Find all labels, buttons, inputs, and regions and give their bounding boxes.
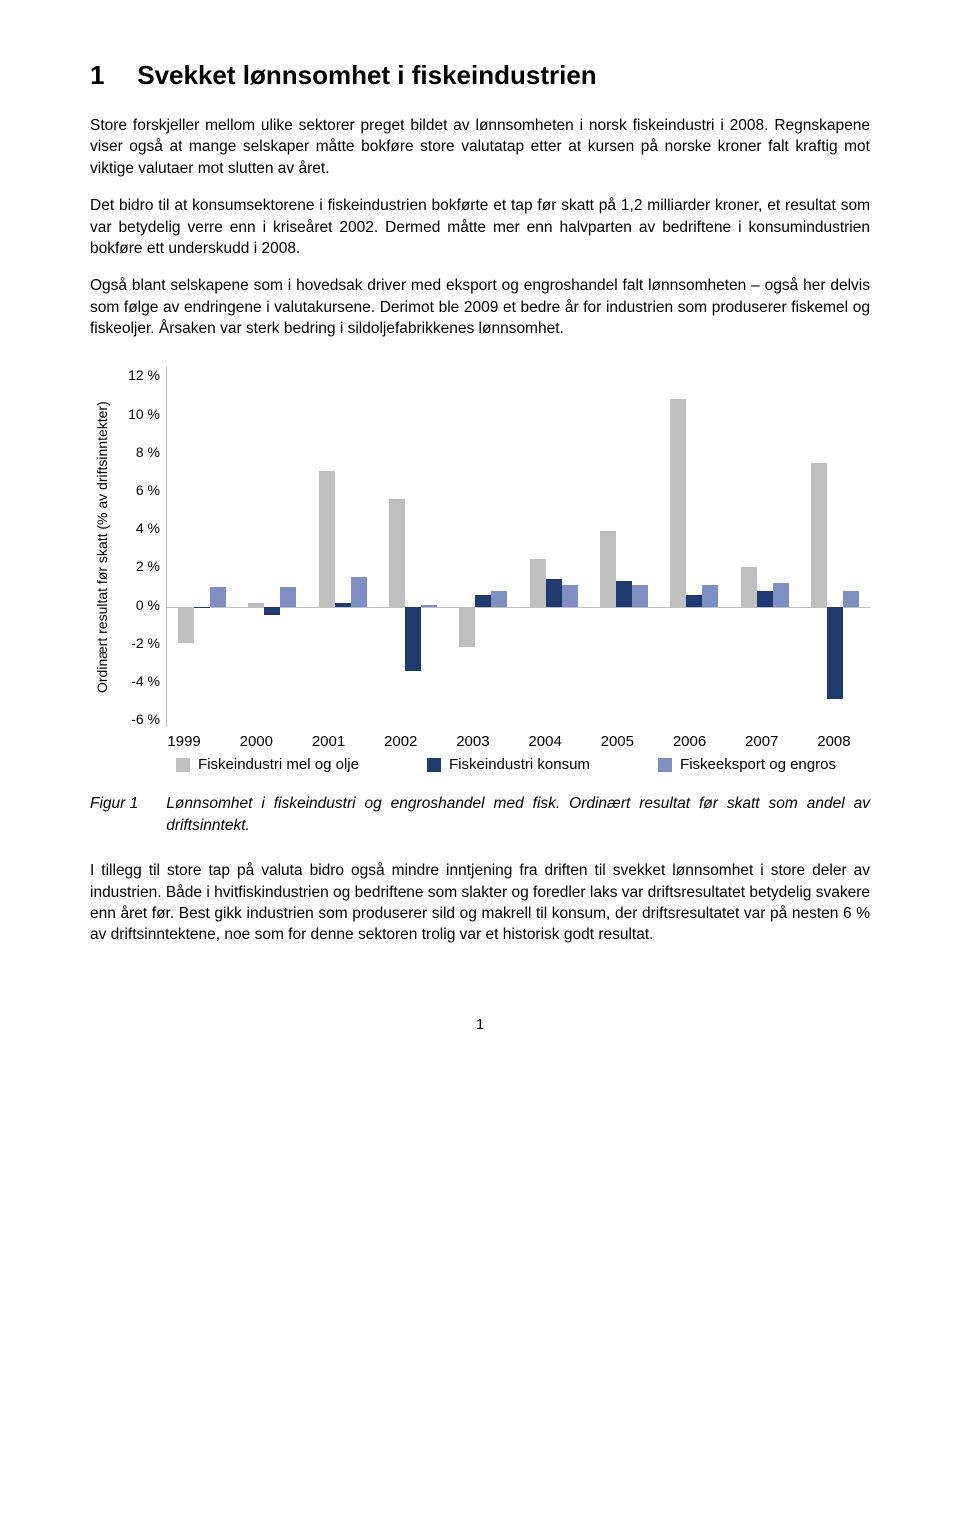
chart-legend-item: Fiskeeksport og engros (658, 756, 836, 773)
chart-group (378, 367, 448, 727)
chart-y-tick: 0 % (136, 597, 160, 613)
chart-bar (335, 603, 351, 607)
chart-x-tick: 2004 (509, 733, 581, 750)
chart-bar (546, 579, 562, 607)
legend-swatch (658, 758, 672, 772)
chart-x-tick: 2005 (581, 733, 653, 750)
chart-y-axis-ticks: 12 % 10 % 8 % 6 % 4 % 2 % 0 % -2 % -4 % -6 % (114, 367, 166, 727)
chart-x-tick: 2006 (653, 733, 725, 750)
chart-bar (248, 603, 264, 607)
chart-y-tick: -6 % (131, 711, 160, 727)
figure-label: Figur 1 (90, 793, 138, 836)
chart-y-axis-label: Ordinært resultat før skatt (% av drifts… (90, 367, 114, 727)
paragraph-4: I tillegg til store tap på valuta bidro … (90, 860, 870, 946)
chart-bar (194, 607, 210, 608)
chart-bar (530, 559, 546, 607)
chart-bar (843, 591, 859, 607)
chart-bar (475, 595, 491, 607)
page-number: 1 (90, 1016, 870, 1033)
legend-swatch (427, 758, 441, 772)
chart-bar (319, 471, 335, 607)
chart-bar (210, 587, 226, 607)
chart-bar (405, 607, 421, 671)
chart-bar (264, 607, 280, 615)
chart-bar (757, 591, 773, 607)
chart-legend: Fiskeindustri mel og olje Fiskeindustri k… (142, 756, 870, 773)
chart-bar (421, 605, 437, 607)
chart-bar (827, 607, 843, 699)
chart-bar (178, 607, 194, 643)
chart-group (659, 367, 729, 727)
chart-bar (616, 581, 632, 607)
chart-y-tick: -4 % (131, 673, 160, 689)
chart-bar (686, 595, 702, 607)
chart-group (518, 367, 588, 727)
chart-bar (741, 567, 757, 607)
chart-bar (670, 399, 686, 607)
chart-y-tick: 4 % (136, 520, 160, 536)
chart-group (729, 367, 799, 727)
chart-x-tick: 2003 (437, 733, 509, 750)
legend-swatch (176, 758, 190, 772)
chart-x-axis-labels: 1999200020012002200320042005200620072008 (148, 733, 870, 750)
chart-bar (280, 587, 296, 607)
chart-x-tick: 1999 (148, 733, 220, 750)
section-title: Svekket lønnsomhet i fiskeindustrien (137, 60, 596, 90)
chart-group (237, 367, 307, 727)
section-heading: 1 Svekket lønnsomhet i fiskeindustrien (90, 60, 870, 91)
chart-y-tick: 8 % (136, 444, 160, 460)
chart-x-tick: 2008 (798, 733, 870, 750)
chart-group (800, 367, 870, 727)
chart-bar (491, 591, 507, 607)
chart-bar (389, 499, 405, 607)
paragraph-1: Store forskjeller mellom ulike sektorer … (90, 115, 870, 179)
legend-label: Fiskeeksport og engros (680, 756, 836, 773)
figure-caption: Figur 1 Lønnsomhet i fiskeindustri og en… (90, 793, 870, 836)
chart-legend-item: Fiskeindustri konsum (427, 756, 590, 773)
chart-legend-item: Fiskeindustri mel og olje (176, 756, 359, 773)
chart-group (589, 367, 659, 727)
figure-caption-text: Lønnsomhet i fiskeindustri og engroshand… (166, 793, 870, 836)
chart-bar (632, 585, 648, 607)
chart-bar (351, 577, 367, 607)
chart-group (448, 367, 518, 727)
chart-bar-groups (167, 367, 870, 727)
chart-y-tick: -2 % (131, 635, 160, 651)
chart-group (308, 367, 378, 727)
chart-bar (562, 585, 578, 607)
chart-plot-area (166, 367, 870, 727)
chart-bar (811, 463, 827, 607)
chart-group (167, 367, 237, 727)
section-number: 1 (90, 60, 130, 91)
chart-bar (702, 585, 718, 607)
legend-label: Fiskeindustri mel og olje (198, 756, 359, 773)
chart-x-tick: 2000 (220, 733, 292, 750)
paragraph-3: Også blant selskapene som i hovedsak dri… (90, 275, 870, 339)
chart-bar (773, 583, 789, 607)
chart-x-tick: 2002 (365, 733, 437, 750)
chart-container: Ordinært resultat før skatt (% av drifts… (90, 367, 870, 773)
chart-y-tick: 2 % (136, 558, 160, 574)
chart-x-tick: 2001 (292, 733, 364, 750)
legend-label: Fiskeindustri konsum (449, 756, 590, 773)
chart-x-tick: 2007 (726, 733, 798, 750)
chart-y-tick: 10 % (128, 406, 160, 422)
chart-bar (600, 531, 616, 607)
chart-bar (459, 607, 475, 647)
chart-y-tick: 12 % (128, 367, 160, 383)
paragraph-2: Det bidro til at konsumsektorene i fiske… (90, 195, 870, 259)
chart-y-tick: 6 % (136, 482, 160, 498)
